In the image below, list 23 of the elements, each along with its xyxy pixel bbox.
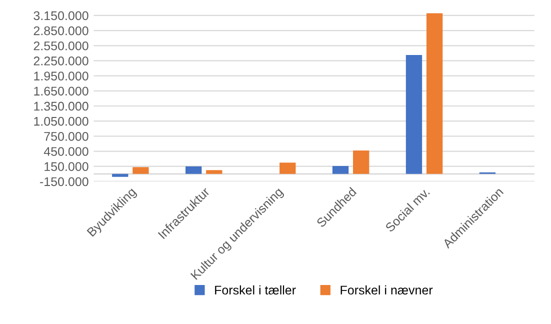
bar: [206, 170, 222, 174]
bar: [186, 166, 202, 174]
y-tick-label: 1.350.000: [34, 102, 88, 111]
y-tick-label: 1.950.000: [34, 72, 88, 80]
y-tick-label: 2.850.000: [34, 26, 88, 36]
legend-label: Forskel i nævner: [340, 285, 433, 295]
bar: [406, 54, 422, 174]
bar: [332, 166, 349, 174]
legend-label: Forskel i tæller: [215, 285, 296, 295]
bar: [353, 150, 370, 174]
y-tick-label: 1.050.000: [34, 116, 88, 126]
bar: [426, 13, 443, 174]
bar: [112, 174, 128, 177]
y-tick-label: 150.000: [44, 162, 88, 172]
y-tick-label: 450.000: [44, 147, 88, 156]
bar: [280, 162, 296, 174]
y-tick-label: 750.000: [44, 132, 88, 141]
bar: [132, 167, 149, 174]
y-tick-label: 2.550.000: [34, 41, 88, 50]
y-tick-label: -150.000: [40, 177, 88, 186]
y-tick-label: 2.250.000: [34, 56, 88, 66]
y-tick-label: 3.150.000: [34, 11, 88, 20]
y-tick-label: 1.650.000: [34, 86, 88, 96]
